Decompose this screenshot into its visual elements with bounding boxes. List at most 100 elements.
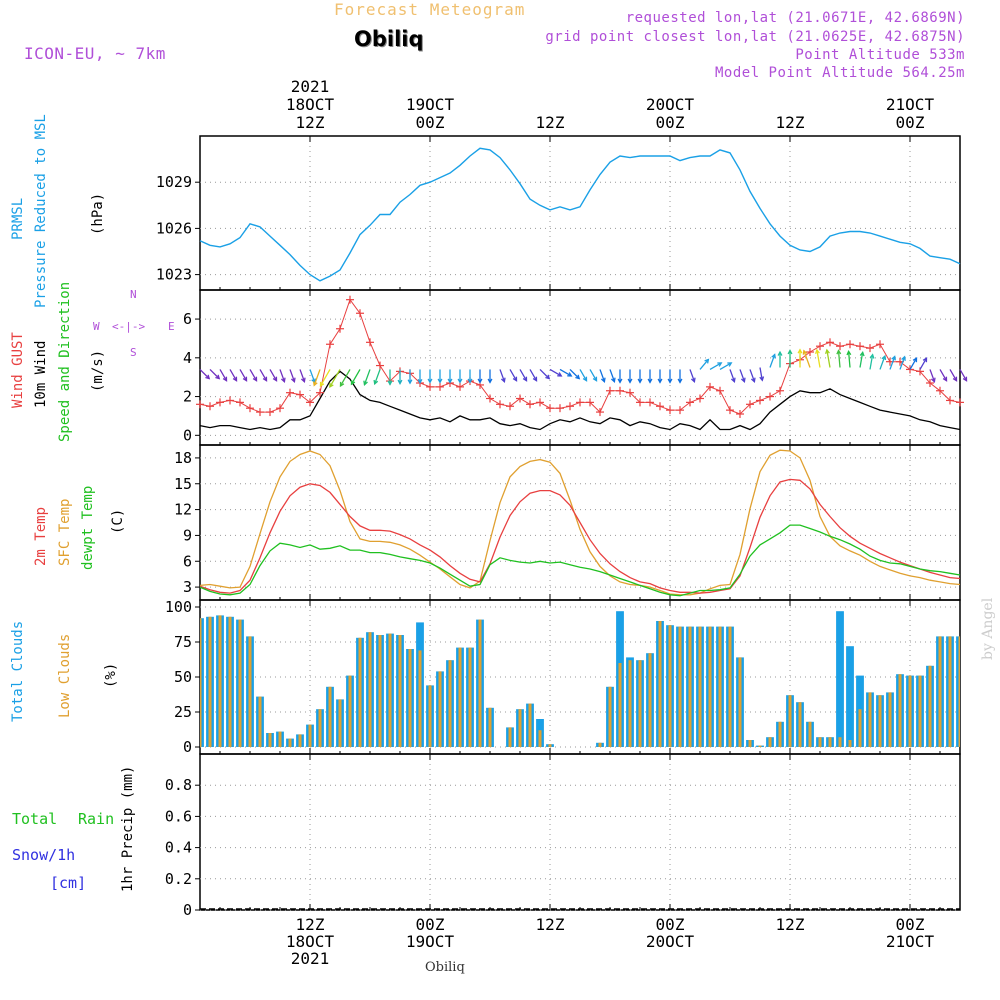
wind-arrow xyxy=(209,368,220,380)
total-cloud-bar xyxy=(846,646,854,747)
low-cloud-bar xyxy=(868,692,872,747)
low-cloud-bar xyxy=(808,721,812,747)
wind-arrow xyxy=(749,369,756,382)
wind-arrow-head xyxy=(397,379,403,385)
wind-arrow-head xyxy=(824,348,830,355)
low-cloud-bar xyxy=(938,636,942,747)
wind-arrow xyxy=(879,355,886,370)
total-cloud-bar xyxy=(836,611,844,747)
total-cloud-bar xyxy=(200,618,204,747)
wind-arrow-head xyxy=(881,354,887,361)
low-cloud-bar xyxy=(248,636,252,747)
low-cloud-bar xyxy=(918,675,922,747)
time-label-top: 00Z xyxy=(416,113,445,132)
low-cloud-bar xyxy=(838,737,842,747)
low-cloud-bar xyxy=(538,730,542,747)
wind-arrow-head xyxy=(891,355,896,361)
wind-arrow-head xyxy=(627,378,633,384)
y-tick-label: 0 xyxy=(183,738,192,756)
wind-arrow xyxy=(339,369,351,387)
pressure-msl-label: Pressure Reduced to MSL xyxy=(33,114,49,308)
y-tick-label: 15 xyxy=(174,475,192,493)
low-cloud-bar xyxy=(858,709,862,747)
wind-arrow-head xyxy=(787,349,793,355)
y-tick-label: 75 xyxy=(174,633,192,651)
wind-arrow-head xyxy=(575,374,581,380)
low-cloud-bar xyxy=(688,626,692,747)
precip-total-label: Total xyxy=(12,810,58,828)
wind-arrow xyxy=(939,369,948,382)
wind-arrow-head xyxy=(319,381,325,388)
wind-arrow-head xyxy=(300,377,306,383)
wind-arrow-head xyxy=(962,376,968,382)
time-label-top: 20OCT xyxy=(646,95,695,114)
wind-arrow xyxy=(589,369,598,382)
wind-arrow xyxy=(529,369,538,382)
wind-arrow-head xyxy=(312,381,318,387)
wind-arrow xyxy=(299,369,306,382)
wind-arrow-head xyxy=(637,378,643,384)
y-tick-label: 100 xyxy=(165,598,192,616)
low-cloud-bar xyxy=(778,721,782,747)
wind-arrow xyxy=(319,369,331,387)
low-cloud-bar xyxy=(668,625,672,747)
wind-arrow-head xyxy=(532,376,538,382)
point-altitude: Point Altitude 533m xyxy=(795,47,965,63)
wind-arrow xyxy=(229,369,238,382)
signature: by Angel xyxy=(980,597,996,660)
precip-cm-label: [cm] xyxy=(50,874,87,892)
wind-arrow-head xyxy=(363,380,368,386)
y-tick-label: 12 xyxy=(174,501,192,519)
y-tick-label: 6 xyxy=(183,552,192,570)
time-label-top: 00Z xyxy=(896,113,925,132)
wind-arrow-head xyxy=(215,374,221,380)
wind-arrow xyxy=(329,369,341,388)
wind-arrow xyxy=(539,368,550,380)
footer-station: Obiliq xyxy=(425,960,465,975)
model-label: ICON-EU, ~ 7km xyxy=(24,44,166,63)
wind-arrow-head xyxy=(617,378,623,384)
wind-arrow xyxy=(816,349,821,368)
low-cloud-bar xyxy=(598,742,602,747)
wind-arrow-head xyxy=(952,376,958,382)
wind-arrow xyxy=(499,369,506,382)
low-cloud-bar xyxy=(528,703,532,747)
wind-arrow-head xyxy=(592,376,598,382)
low-cloud-bar xyxy=(418,650,422,747)
wind-arrow-head xyxy=(557,372,563,377)
low-cloud-bar xyxy=(348,675,352,747)
wind-arrow-head xyxy=(350,380,356,386)
low-cloud-bar xyxy=(608,686,612,747)
wind-arrow xyxy=(599,369,606,382)
time-label-bottom: 2021 xyxy=(291,949,330,968)
low-cloud-bar xyxy=(908,675,912,747)
wind-arrow xyxy=(826,349,831,368)
wind-arrow-head xyxy=(730,377,736,383)
low-cloud-bar xyxy=(458,647,462,747)
y-tick-label: 4 xyxy=(183,349,192,367)
wind-arrow-head xyxy=(457,378,463,384)
y-tick-label: 50 xyxy=(174,668,192,686)
low-cloud-bar xyxy=(638,660,642,747)
low-cloud-bar xyxy=(518,709,522,747)
wind-arrow-head xyxy=(272,376,278,382)
low-cloud-bar xyxy=(898,674,902,747)
low-cloud-bar xyxy=(548,744,552,747)
temp-unit-label: (C) xyxy=(110,508,126,534)
prmsl-label: PRMSL xyxy=(10,197,26,240)
low-cloud-bar xyxy=(448,660,452,747)
wind-arrow xyxy=(279,369,286,382)
panel-frame-1 xyxy=(199,289,961,446)
gridpoint-coords: grid point closest lon,lat (21.0625E, 42… xyxy=(545,29,965,45)
wind-arrow-head xyxy=(740,377,746,383)
wind-arrow-head xyxy=(522,376,528,382)
low-cloud-bar xyxy=(718,626,722,747)
low-cloud-bar xyxy=(708,626,712,747)
panel-frame-0 xyxy=(199,135,961,291)
wind-arrow-head xyxy=(567,372,573,377)
low-cloud-bar xyxy=(648,653,652,747)
wind-arrow-head xyxy=(750,377,756,383)
low-cloud-bar xyxy=(218,615,222,747)
wind10m-line xyxy=(199,370,961,431)
